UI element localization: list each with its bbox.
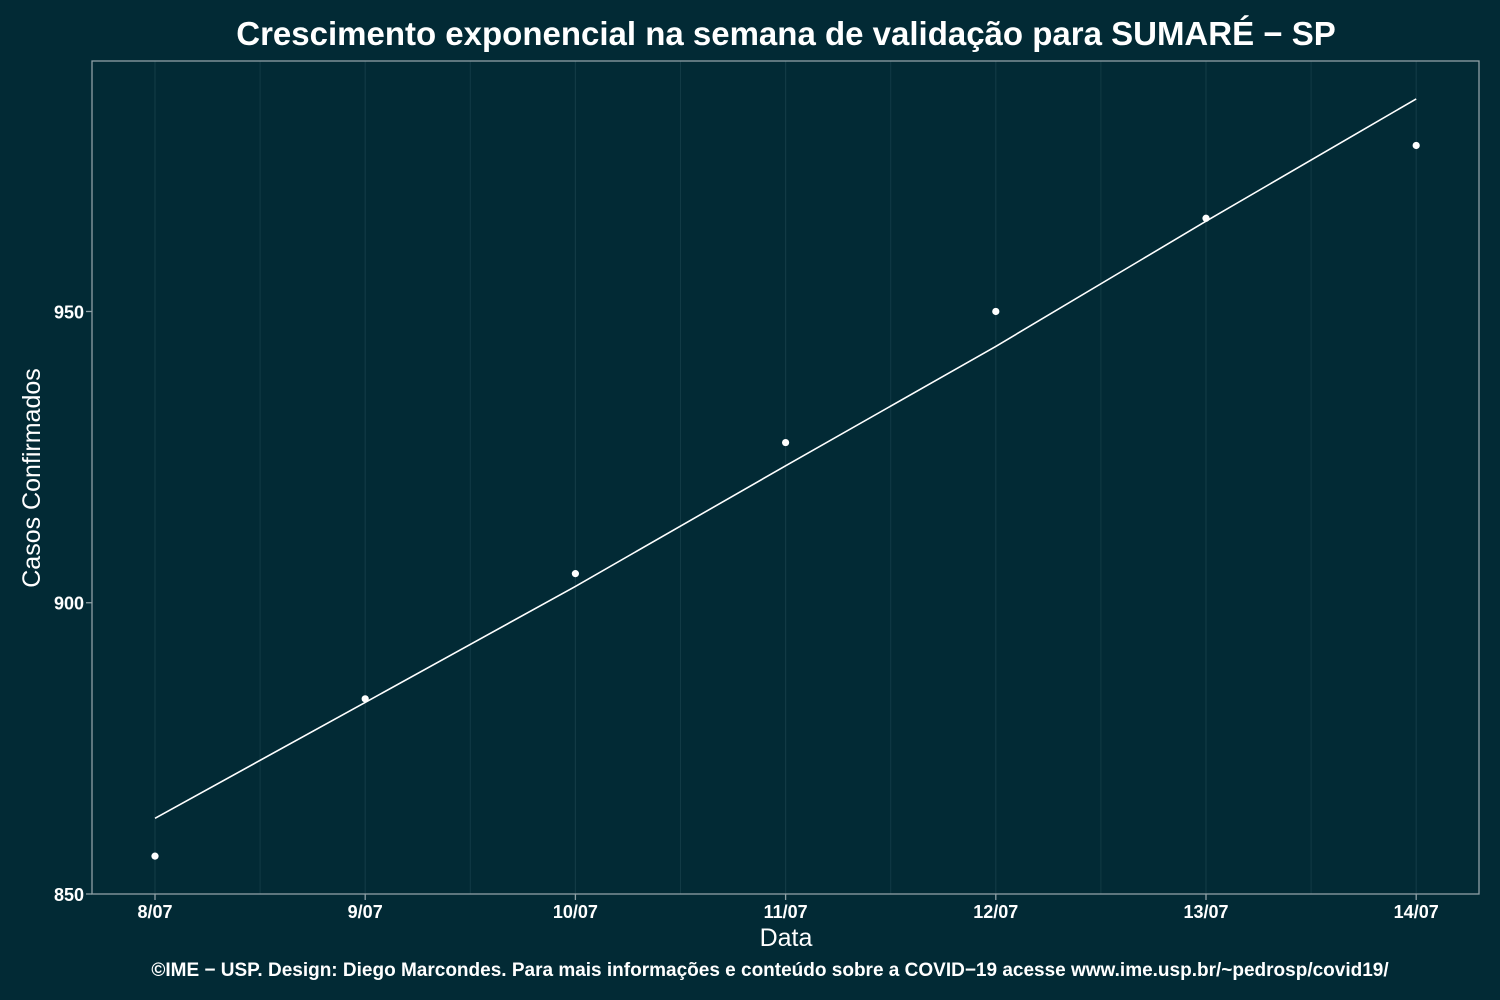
y-tick-label: 950 bbox=[54, 302, 84, 322]
axes: 8/07 9/07 10/07 11/07 12/07 13/07 14/07 850 900 9… bbox=[54, 302, 1439, 922]
grid-lines bbox=[154, 61, 1417, 894]
y-tick-label: 850 bbox=[54, 885, 84, 905]
data-point bbox=[992, 307, 1000, 316]
data-point bbox=[361, 695, 369, 703]
data-point bbox=[571, 570, 580, 578]
y-axis-title: Casos Confirmados bbox=[18, 368, 46, 588]
data-points bbox=[151, 141, 1420, 860]
chart-title: Crescimento exponencial na semana de val… bbox=[236, 15, 1336, 52]
data-point bbox=[1412, 141, 1420, 150]
data-point bbox=[1202, 214, 1210, 222]
x-axis-title: Data bbox=[760, 924, 813, 952]
y-tick-label: 900 bbox=[54, 594, 84, 614]
x-tick-label: 10/07 bbox=[553, 902, 598, 922]
data-point bbox=[151, 852, 159, 860]
chart-caption: ©IME − USP. Design: Diego Marcondes. Par… bbox=[151, 960, 1389, 981]
data-point bbox=[782, 438, 790, 447]
x-tick-label: 12/07 bbox=[973, 902, 1018, 922]
x-tick-label: 8/07 bbox=[137, 902, 172, 922]
x-tick-label: 11/07 bbox=[764, 902, 808, 922]
x-tick-label: 9/07 bbox=[348, 902, 383, 922]
x-tick-label: 13/07 bbox=[1183, 902, 1228, 922]
x-tick-label: 14/07 bbox=[1394, 902, 1439, 922]
